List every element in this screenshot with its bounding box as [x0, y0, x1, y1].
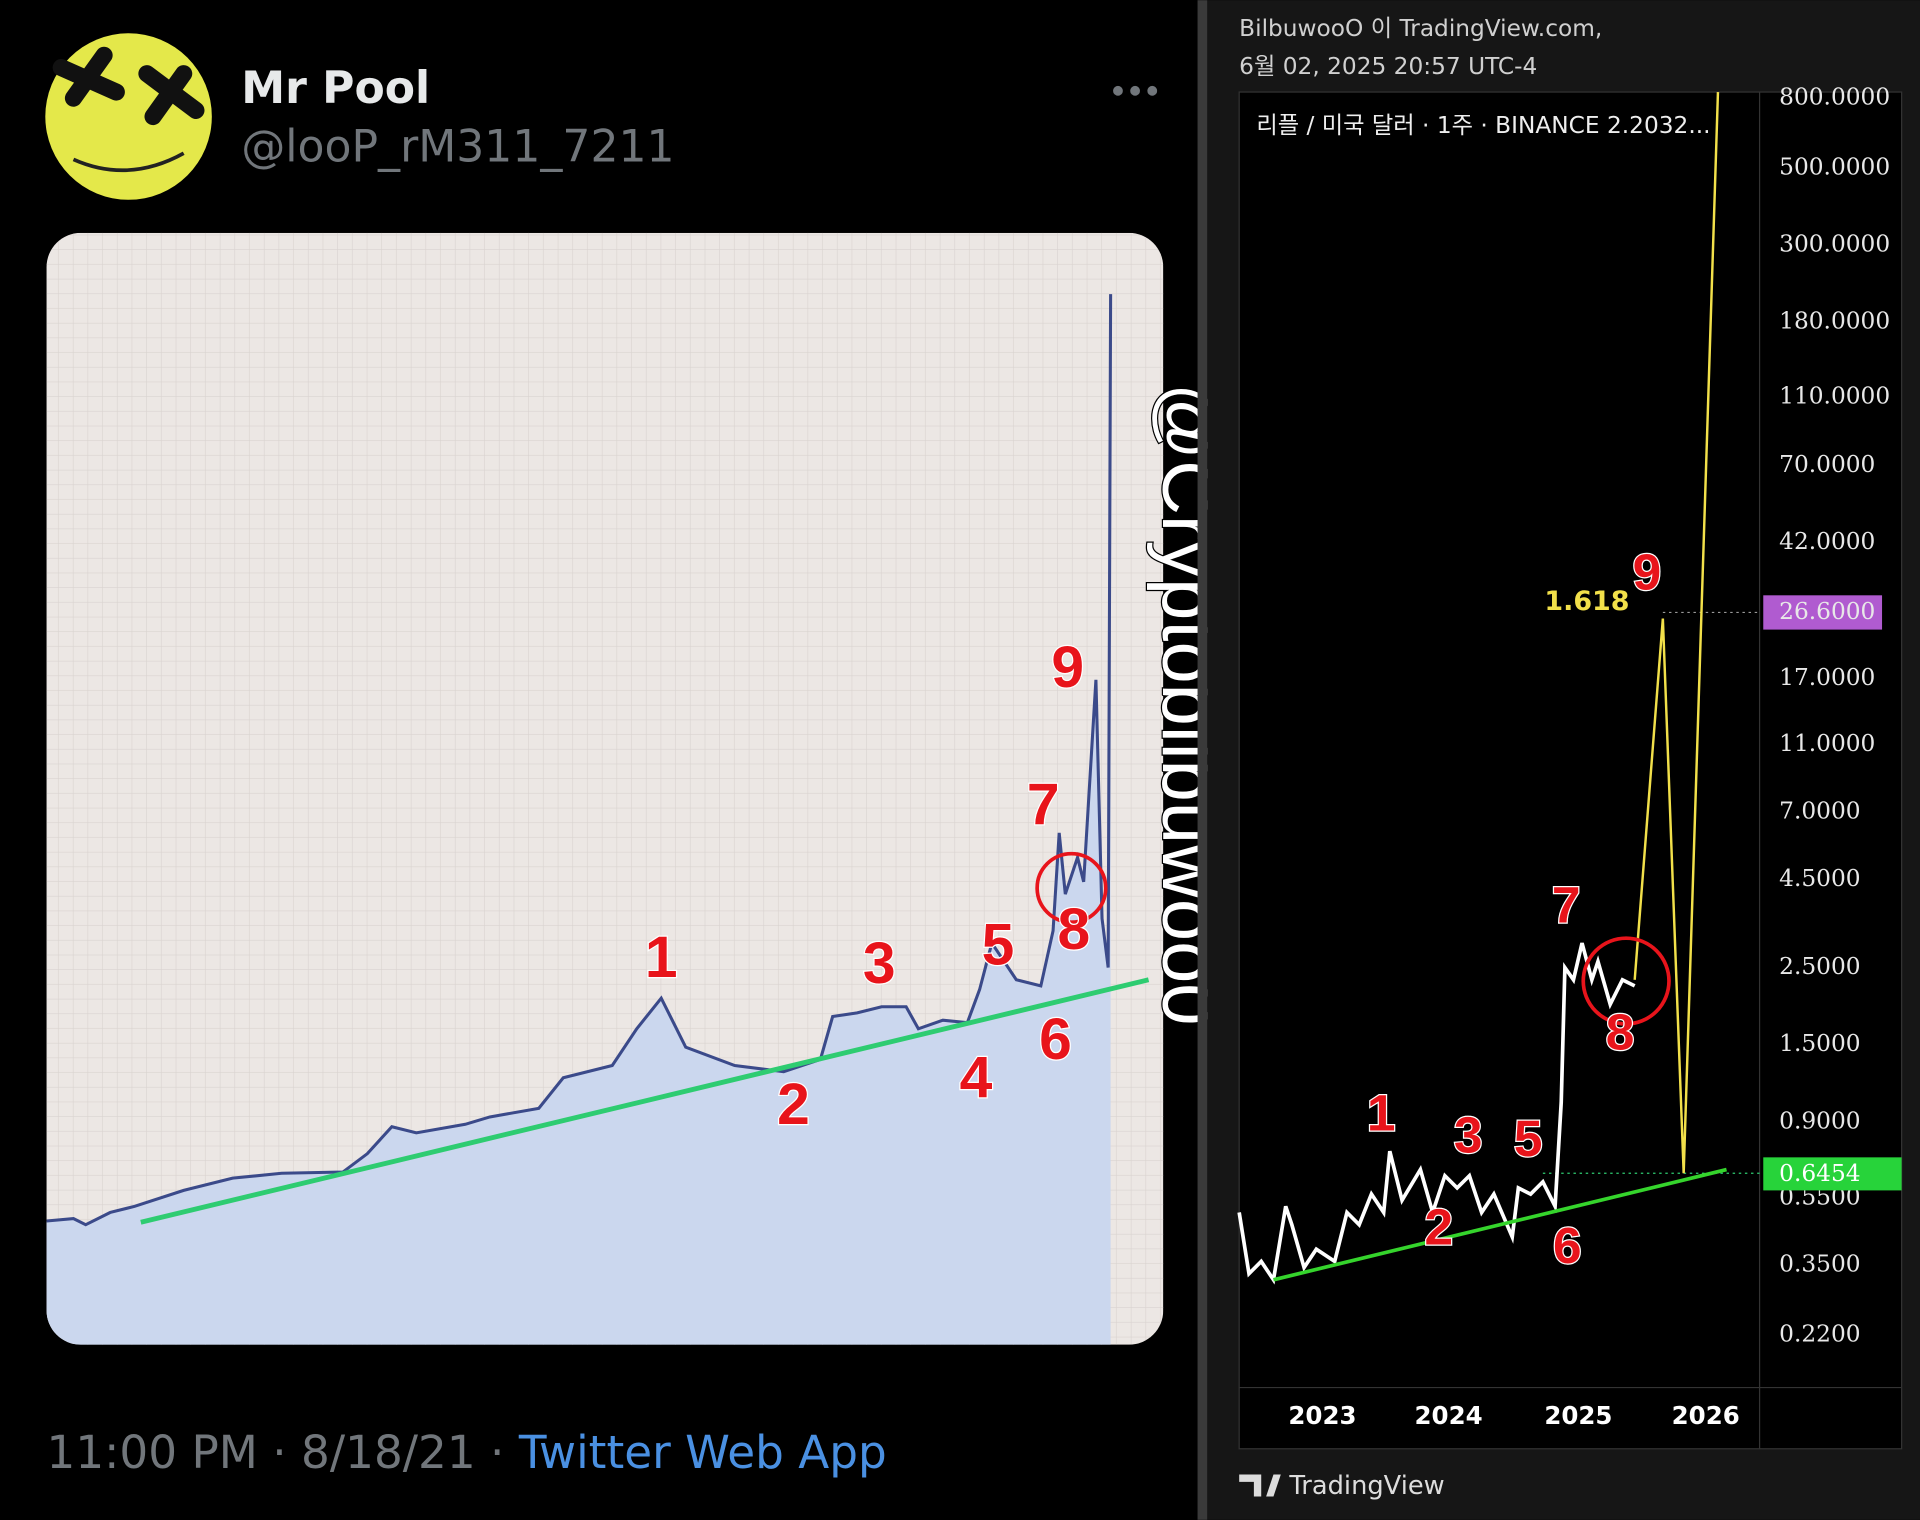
highlight-circle — [1581, 936, 1671, 1026]
y-tick-label: 1.5000 — [1779, 1030, 1860, 1057]
wave-label: 6 — [1039, 1007, 1072, 1072]
divider — [1197, 0, 1208, 1520]
timestamp[interactable]: 11:00 PM · 8/18/21 · Twitter Web App — [47, 1425, 887, 1478]
tv-header: 6월 02, 2025 20:57 UTC-4 — [1239, 53, 1537, 80]
wave-label: 6 — [1553, 1216, 1582, 1274]
y-tick-label: 11.0000 — [1779, 730, 1875, 757]
y-tick-label: 42.0000 — [1779, 528, 1875, 555]
price-line — [46, 294, 1113, 1227]
trend-line — [140, 977, 1150, 1225]
tweet-image[interactable] — [46, 232, 1164, 1345]
y-tick-label: 0.9000 — [1779, 1107, 1860, 1134]
fib-label: 1.618 — [1544, 586, 1629, 617]
y-tick-label: 500.0000 — [1779, 153, 1890, 180]
more-button[interactable] — [1113, 85, 1158, 96]
wave-label: 3 — [863, 931, 896, 996]
y-tick-label: 70.0000 — [1779, 451, 1875, 478]
highlight-circle — [1035, 851, 1108, 925]
user-handle[interactable]: @looP_rM311_7211 — [241, 122, 674, 173]
wave-label: 5 — [1514, 1109, 1543, 1167]
x-tick-label: 2025 — [1544, 1401, 1612, 1430]
user-name[interactable]: Mr Pool — [241, 63, 430, 114]
tv-brand: TradingView — [1288, 1471, 1444, 1501]
y-tick-label: 110.0000 — [1779, 382, 1890, 409]
x-tick-label: 2024 — [1415, 1401, 1483, 1430]
support-label: 0.6454 — [1779, 1160, 1860, 1187]
wave-label: 7 — [1027, 772, 1060, 837]
wave-label: 2 — [1424, 1197, 1453, 1255]
source[interactable]: Twitter Web App — [518, 1425, 887, 1478]
area — [46, 294, 1111, 1345]
tv-header: BilbuwooO 이 TradingView.com, — [1239, 15, 1602, 42]
projection-line — [1633, 92, 1720, 1174]
tv-title: 리플 / 미국 달러 · 1주 · BINANCE 2.2032... — [1256, 112, 1710, 139]
wave-label: 9 — [1051, 635, 1084, 700]
wave-label: 2 — [777, 1072, 810, 1137]
target-badge — [1763, 595, 1883, 630]
wave-label: 8 — [1058, 897, 1091, 962]
y-tick-label: 0.2200 — [1779, 1320, 1860, 1347]
wave-label: 1 — [1367, 1084, 1396, 1142]
wave-label: 9 — [1633, 542, 1662, 600]
trend-line — [1273, 1167, 1727, 1282]
y-tick-label: 4.5000 — [1779, 865, 1860, 892]
y-tick-label: 800.0000 — [1779, 84, 1890, 111]
target-label: 26.6000 — [1779, 598, 1875, 625]
y-tick-label: 2.5000 — [1779, 953, 1860, 980]
x-tick-label: 2023 — [1288, 1401, 1356, 1430]
wave-label: 3 — [1454, 1106, 1483, 1164]
wave-label: 1 — [645, 925, 678, 990]
y-tick-label: 7.0000 — [1779, 798, 1860, 825]
x-tick-label: 2026 — [1672, 1401, 1740, 1430]
wave-label: 7 — [1552, 875, 1581, 933]
y-tick-label: 17.0000 — [1779, 664, 1875, 691]
time: 11:00 PM · 8/18/21 · — [47, 1425, 519, 1478]
wave-label: 5 — [982, 913, 1015, 978]
tv-chart — [1238, 91, 1903, 1450]
avatar[interactable] — [45, 33, 212, 200]
wave-label: 8 — [1606, 1003, 1635, 1061]
y-tick-label: 300.0000 — [1779, 231, 1890, 258]
price-line — [1237, 942, 1636, 1285]
tv-logo — [1239, 1474, 1281, 1497]
wave-label: 4 — [960, 1045, 993, 1110]
y-tick-label: 180.0000 — [1779, 308, 1890, 335]
support-badge — [1763, 1157, 1902, 1191]
y-tick-label: 0.3500 — [1779, 1251, 1860, 1278]
